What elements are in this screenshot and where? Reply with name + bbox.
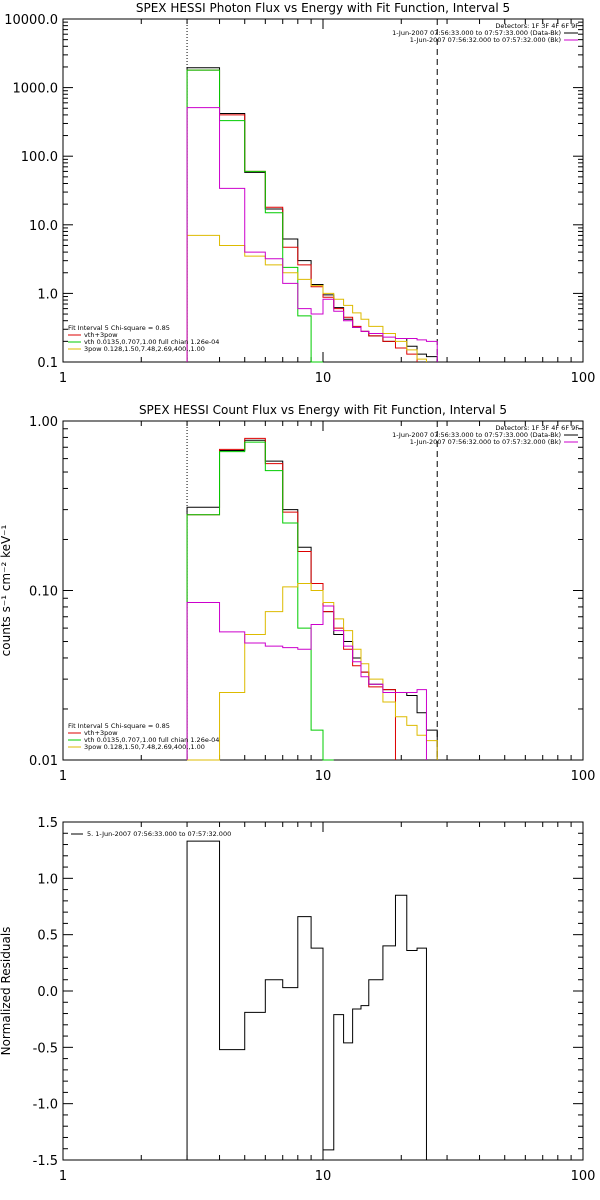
legend-entry: Fit Interval 5 Chi-square = 0.85 [68, 722, 170, 730]
data-series-5 [186, 601, 427, 760]
chart-panel-3: 1 10 100 -1.5 -1.0 -0.5 0.0 0.5 1.0 1.5 Normalized… [0, 816, 595, 1184]
legend-entry: 5. 1-Jun-2007 07:56:33.000 to 07:57:32.0… [87, 830, 231, 838]
legend-entry: vth+3pow [84, 331, 118, 339]
y-tick-label: 10.0 [29, 219, 58, 234]
y-tick-label: -1.5 [33, 1154, 58, 1169]
chart-title: SPEX HESSI Count Flux vs Energy with Fit… [139, 403, 507, 417]
legend-entry: Detectors: 1F 3F 4F 6F 9F [495, 22, 579, 30]
legend-entry: vth+3pow [84, 729, 118, 737]
y-tick-label: 1.0 [37, 872, 58, 887]
data-series-1 [186, 67, 438, 362]
y-tick-label: 1.5 [37, 816, 58, 831]
x-tick-label: 10 [315, 371, 332, 386]
x-tick-label: 100 [571, 371, 596, 386]
legend-entry: 1-Jun-2007 07:56:32.000 to 07:57:32.000 … [410, 438, 561, 446]
x-tick-label: 1 [59, 769, 67, 784]
y-tick-label: 10000.0 [4, 13, 58, 28]
y-tick-label: 100.0 [21, 150, 58, 165]
chart-panel-1: SPEX HESSI Photon Flux vs Energy with Fi… [4, 1, 595, 386]
data-series-4 [187, 582, 438, 761]
y-tick-label: 1.0 [37, 287, 58, 302]
y-tick-label: 0.1 [37, 356, 58, 371]
legend-entry: 1-Jun-2007 07:56:32.000 to 07:57:32.000 … [410, 36, 561, 44]
y-tick-label: -0.5 [33, 1041, 58, 1056]
y-tick-label: 0.5 [37, 929, 58, 944]
legend-entry: 1-Jun-2007 07:56:33.000 to 07:57:33.000 … [392, 431, 561, 439]
data-series-3 [186, 441, 334, 761]
x-tick-label: 10 [315, 1169, 332, 1184]
legend-entry: 3pow 0.128,1.50,7.48,2.69,400.,1.00 [84, 743, 205, 751]
y-axis-label: Normalized Residuals [0, 927, 13, 1056]
legend-entry: Detectors: 1F 3F 4F 6F 9F [495, 424, 579, 432]
legend-entry: Fit Interval 5 Chi-square = 0.85 [68, 324, 170, 332]
data-series-1 [186, 439, 438, 760]
data-series-3 [186, 69, 323, 363]
y-tick-label: -1.0 [33, 1098, 58, 1113]
x-tick-label: 1 [59, 1169, 67, 1184]
legend-entry: 1-Jun-2007 07:56:33.000 to 07:57:33.000 … [392, 29, 561, 37]
data-series-4 [186, 234, 427, 362]
data-series-2 [186, 437, 396, 760]
x-tick-label: 100 [571, 769, 596, 784]
y-tick-label: 0.10 [29, 585, 58, 600]
x-tick-label: 10 [315, 769, 332, 784]
legend-entry: 3pow 0.128,1.50,7.48,2.69,400.,1.00 [84, 345, 205, 353]
x-tick-label: 1 [59, 371, 67, 386]
y-tick-label: 1.00 [29, 415, 58, 430]
y-tick-label: 1000.0 [13, 82, 59, 97]
data-series-5 [186, 107, 438, 362]
legend-entry: vth 0.0135,0.707,1.00 full chian 1.26e-0… [84, 736, 219, 744]
y-tick-label: 0.0 [37, 985, 58, 1000]
chart-title: SPEX HESSI Photon Flux vs Energy with Fi… [136, 1, 510, 15]
y-tick-label: 0.01 [29, 754, 58, 769]
y-axis-label: counts s⁻¹ cm⁻² keV⁻¹ [0, 524, 13, 656]
data-series-1 [186, 840, 427, 1160]
legend-entry: vth 0.0135,0.707,1.00 full chian 1.26e-0… [84, 338, 219, 346]
chart-panel-2: SPEX HESSI Count Flux vs Energy with Fit… [0, 403, 595, 784]
x-tick-label: 100 [571, 1169, 596, 1184]
